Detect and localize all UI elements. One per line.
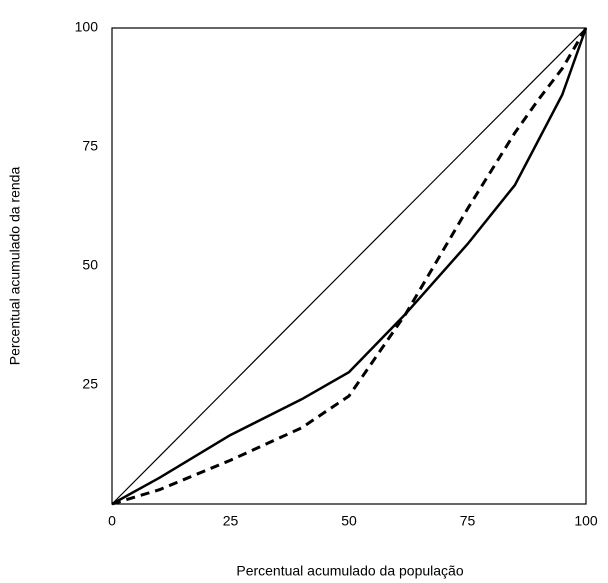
x-axis-label: Percentual acumulado da população	[236, 563, 463, 579]
series-line	[111, 27, 587, 505]
plot-frame	[111, 27, 587, 505]
series-line	[111, 27, 588, 506]
y-axis-label: Percentual acumulado da renda	[7, 167, 23, 366]
y-tick-label: 50	[82, 257, 98, 273]
x-tick-label: 75	[460, 513, 476, 529]
y-tick-label: 100	[75, 19, 99, 35]
x-tick-label: 50	[341, 513, 357, 529]
x-tick-label: 100	[574, 513, 598, 529]
y-tick-label: 75	[82, 138, 98, 154]
x-tick-label: 0	[108, 513, 116, 529]
y-tick-label: 25	[82, 376, 98, 392]
x-tick-label: 25	[223, 513, 239, 529]
